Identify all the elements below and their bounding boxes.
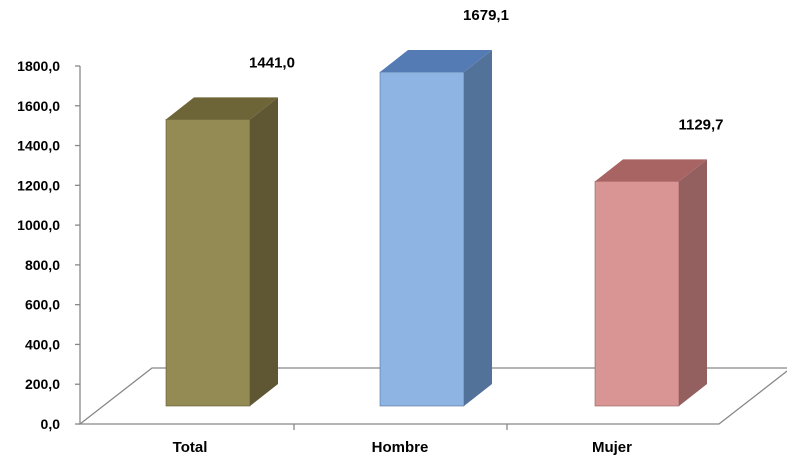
y-axis: 0,0 200,0 400,0 600,0 800,0 1000,0 1200,0 1400,… bbox=[17, 58, 81, 432]
y-tick-label: 1400,0 bbox=[17, 138, 60, 154]
data-label-total: 1441,0 bbox=[249, 54, 295, 71]
bar-front-face bbox=[379, 71, 465, 407]
y-tick-label: 1800,0 bbox=[17, 58, 60, 74]
bar-top-face bbox=[380, 50, 492, 73]
y-tick-label: 400,0 bbox=[25, 336, 60, 352]
bar-top-face bbox=[166, 97, 278, 120]
y-tick-label: 1200,0 bbox=[17, 177, 60, 193]
bars bbox=[165, 50, 707, 407]
x-category-label: Mujer bbox=[592, 439, 632, 455]
bar-hombre bbox=[379, 50, 492, 407]
bar-total bbox=[165, 97, 278, 407]
x-category-label: Total bbox=[173, 439, 208, 455]
bar-front-face bbox=[165, 119, 251, 407]
y-tick-label: 1600,0 bbox=[17, 98, 60, 114]
y-tick-label: 800,0 bbox=[25, 257, 60, 273]
y-tick-label: 600,0 bbox=[25, 297, 60, 313]
bar-side-face bbox=[250, 97, 278, 406]
bar-front-face bbox=[594, 181, 680, 407]
x-category-label: Hombre bbox=[372, 439, 429, 455]
y-tick-label: 200,0 bbox=[25, 376, 60, 392]
x-axis: Total Hombre Mujer bbox=[173, 424, 632, 455]
bar-side-face bbox=[464, 50, 492, 407]
bar-mujer bbox=[594, 159, 707, 407]
bar-top-face bbox=[595, 159, 707, 182]
data-labels: 1441,0 1679,1 1129,7 bbox=[249, 7, 723, 133]
data-label-hombre: 1679,1 bbox=[463, 7, 509, 24]
data-label-mujer: 1129,7 bbox=[678, 116, 723, 133]
y-tick-label: 1000,0 bbox=[17, 217, 60, 233]
y-tick-label: 0,0 bbox=[41, 416, 61, 432]
bar-side-face bbox=[679, 159, 707, 406]
